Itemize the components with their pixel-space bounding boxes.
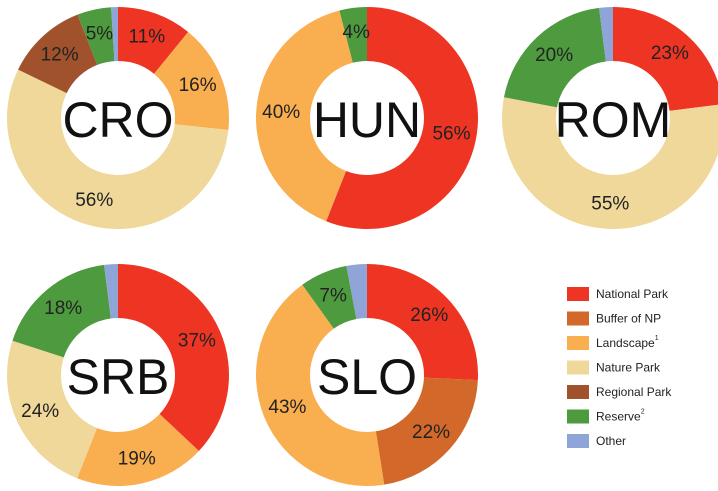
slice xyxy=(256,10,353,222)
slice-label: 18% xyxy=(44,298,82,319)
slice xyxy=(77,414,199,486)
slice xyxy=(77,7,115,65)
legend-swatch xyxy=(567,360,589,375)
slice-label: 19% xyxy=(118,448,156,469)
slice-label: 43% xyxy=(268,397,306,418)
slice xyxy=(503,7,606,108)
slice-label: 5% xyxy=(86,24,114,45)
slice xyxy=(339,7,367,63)
slice xyxy=(302,265,357,329)
slice xyxy=(104,264,118,319)
legend-name: Regional Park xyxy=(596,385,672,399)
chart-title: SLO xyxy=(317,349,417,405)
slice-label: 7% xyxy=(319,285,347,306)
legend-sup: 1 xyxy=(655,335,659,342)
slice-label: 16% xyxy=(179,75,217,96)
legend-label: Landscape1 xyxy=(596,335,659,351)
slice-label: 55% xyxy=(591,193,629,214)
slice xyxy=(599,7,613,62)
slice xyxy=(326,7,478,229)
slice xyxy=(346,264,367,319)
slice xyxy=(613,7,718,111)
legend-label: Buffer of NP xyxy=(596,312,661,326)
slice-label: 56% xyxy=(432,124,470,145)
slice xyxy=(6,69,229,229)
legend-swatch xyxy=(567,336,589,350)
legend-label: Nature Park xyxy=(596,361,661,375)
slice-label: 23% xyxy=(651,43,689,64)
legend-name: National Park xyxy=(596,287,669,301)
slice-label: 26% xyxy=(410,305,448,326)
legend-swatch xyxy=(567,409,589,424)
slice-label: 22% xyxy=(412,422,450,443)
legend-label: Regional Park xyxy=(596,385,672,399)
slice-label: 4% xyxy=(342,22,370,43)
legend-label: Reserve2 xyxy=(596,408,645,424)
slice-label: 11% xyxy=(129,26,166,47)
legend-swatch xyxy=(567,434,589,448)
chart-title: SRB xyxy=(67,349,170,405)
slice xyxy=(375,377,478,485)
legend-name: Landscape xyxy=(596,336,655,350)
slice xyxy=(154,31,229,131)
slice-label: 40% xyxy=(262,102,300,123)
slice-label: 37% xyxy=(178,330,216,351)
slice xyxy=(256,284,385,486)
slice-label: 24% xyxy=(21,401,59,422)
slice xyxy=(6,340,98,479)
legend-name: Other xyxy=(596,434,626,448)
legend-label: Other xyxy=(596,434,626,448)
legend-label: National Park xyxy=(596,287,669,301)
legend-sup: 2 xyxy=(641,408,645,415)
chart-title: CRO xyxy=(62,92,173,148)
legend-swatch xyxy=(567,287,589,301)
legend-name: Reserve xyxy=(596,410,641,424)
slice xyxy=(111,7,118,62)
slice xyxy=(367,264,479,381)
chart-title: ROM xyxy=(555,92,672,148)
chart-title: HUN xyxy=(313,92,421,148)
slice-label: 20% xyxy=(535,45,573,66)
legend-swatch xyxy=(567,311,589,326)
legend-name: Buffer of NP xyxy=(596,312,661,326)
legend-swatch xyxy=(567,385,589,399)
slice-label: 56% xyxy=(75,190,113,211)
slice xyxy=(118,264,230,451)
slice-label: 12% xyxy=(41,44,79,65)
slice xyxy=(118,7,189,74)
legend-name: Nature Park xyxy=(596,361,661,375)
slice xyxy=(18,14,98,94)
slice xyxy=(12,264,111,358)
slice xyxy=(502,97,718,229)
